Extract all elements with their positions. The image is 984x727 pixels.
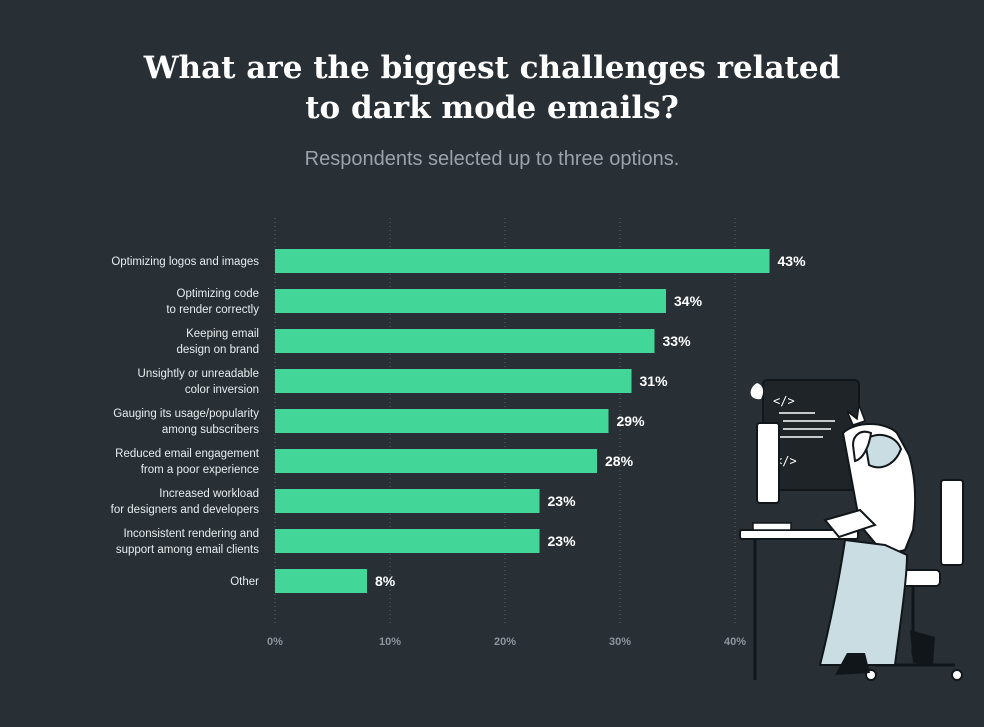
category-label: Unsightly or unreadable color inversion	[138, 368, 259, 396]
chart-title-line-2: to dark mode emails?	[305, 90, 679, 126]
value-label: 43%	[778, 253, 807, 269]
x-tick-label: 20%	[494, 636, 516, 648]
category-label: Gauging its usage/popularity among subscr…	[113, 408, 259, 436]
bar	[275, 449, 597, 473]
bar	[275, 529, 540, 553]
x-tick-label: 10%	[379, 636, 401, 648]
bar	[275, 329, 655, 353]
value-label: 31%	[640, 373, 669, 389]
value-label: 23%	[548, 493, 577, 509]
category-label: Other	[230, 576, 259, 588]
x-tick-label: 40%	[724, 636, 746, 648]
value-label: 33%	[663, 333, 692, 349]
category-label: Increased workload for designers and deve…	[111, 488, 260, 516]
bar	[275, 569, 367, 593]
bar	[275, 369, 632, 393]
value-label: 29%	[617, 413, 646, 429]
svg-text:</>: </>	[775, 454, 797, 468]
bar	[275, 489, 540, 513]
category-label: Keeping email design on brand	[177, 328, 259, 356]
category-label: Reduced email engagement from a poor expe…	[115, 448, 260, 476]
value-label: 34%	[674, 293, 703, 309]
value-label: 8%	[375, 573, 396, 589]
bar	[275, 289, 666, 313]
category-label: Optimizing logos and images	[111, 256, 259, 268]
svg-text:</>: </>	[773, 394, 795, 408]
x-tick-label: 30%	[609, 636, 631, 648]
chart-title: What are the biggest challenges related …	[0, 48, 984, 128]
value-label: 28%	[605, 453, 634, 469]
category-label: Inconsistent rendering and support among …	[116, 528, 259, 556]
bar	[275, 409, 609, 433]
value-label: 23%	[548, 533, 577, 549]
category-label: Optimizing code to render correctly	[166, 288, 259, 316]
developer-illustration: </> </>	[739, 379, 964, 681]
x-tick-label: 0%	[267, 636, 283, 648]
chart-subtitle: Respondents selected up to three options…	[304, 148, 680, 170]
bar	[275, 249, 770, 273]
chart-title-line-1: What are the biggest challenges related	[143, 50, 841, 86]
